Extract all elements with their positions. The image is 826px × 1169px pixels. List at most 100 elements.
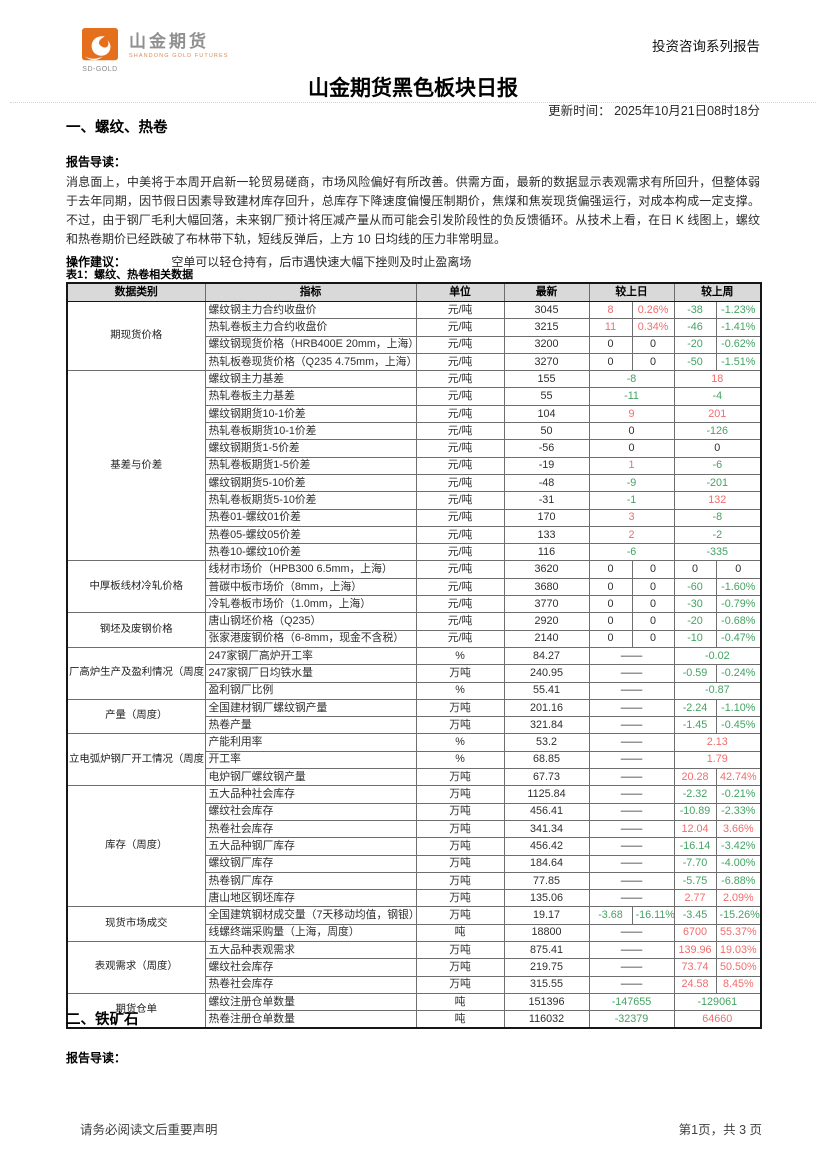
cell-latest: 2920 xyxy=(503,612,590,631)
cell-indicator: 247家钢厂日均铁水量 xyxy=(204,664,417,683)
cell-latest: 19.17 xyxy=(503,906,590,925)
cell-vs-prev-week-value: -0.59 xyxy=(673,664,717,683)
cell-latest: 321.84 xyxy=(503,716,590,735)
cell-category: 厂高炉生产及盈利情况（周度 xyxy=(66,646,206,700)
cell-vs-prev-week-pct: -0.62% xyxy=(715,335,762,354)
table-row: 热卷社会库存 万吨 341.34 —— 12.04 3.66% xyxy=(67,819,762,839)
cell-vs-prev-week-value: -2.32 xyxy=(673,785,717,804)
cell-category: 产量（周度） xyxy=(66,698,206,735)
cell-latest: -31 xyxy=(503,491,590,510)
cell-latest: 55 xyxy=(503,387,590,406)
cell-latest: 3200 xyxy=(503,335,590,354)
cell-vs-prev-week-pct: 2.09% xyxy=(715,889,762,908)
cell-unit: 万吨 xyxy=(415,837,505,856)
cell-vs-prev-week-value: -38 xyxy=(673,300,717,320)
table-row: 期现货价格 螺纹钢主力合约收盘价 元/吨 3045 8 0.26% -38 -1.23% xyxy=(66,300,762,372)
cell-vs-prev-week-value: -1.45 xyxy=(673,716,717,735)
cell-vs-prev-week-value: 2.77 xyxy=(673,889,717,908)
cell-unit: % xyxy=(415,646,505,666)
footer-disclaimer: 请务必阅读文后重要声明 xyxy=(80,1123,218,1137)
cell-vs-prev-day-pct: 0 xyxy=(631,335,675,354)
cell-unit: 元/吨 xyxy=(415,352,505,372)
table-row: 热卷01-螺纹01价差 元/吨 170 3 -8 xyxy=(67,508,762,527)
cell-vs-prev-week-pct: -0.21% xyxy=(715,785,762,804)
cell-unit: 万吨 xyxy=(415,664,505,683)
cell-indicator: 热卷注册仓单数量 xyxy=(204,1010,417,1029)
logo-company-subtitle: SHANDONG GOLD FUTURES xyxy=(129,53,229,59)
cell-vs-prev-week-merged: -0.02 xyxy=(673,646,762,666)
cell-indicator: 螺纹社会库存 xyxy=(204,958,417,977)
cell-unit: 万吨 xyxy=(415,698,505,718)
cell-latest: 116032 xyxy=(503,1010,590,1029)
cell-vs-prev-day-pct: 0 xyxy=(631,595,675,614)
cell-latest: 3770 xyxy=(503,595,590,614)
cell-vs-prev-week-pct: -1.51% xyxy=(715,352,762,372)
cell-latest: -56 xyxy=(503,439,590,458)
cell-indicator: 唐山地区钢坯库存 xyxy=(204,889,417,908)
table-row: 热轧卷板主力基差 元/吨 55 -11 -4 xyxy=(67,387,762,406)
data-table: 数据类别 指标 单位 最新 较上日 较上周 期现货价格 螺纹钢主力合约收盘价 元/吨… xyxy=(66,282,763,1030)
table-row: 螺纹社会库存 万吨 456.41 —— -10.89 -2.33% xyxy=(67,802,762,821)
cell-vs-prev-week-merged: -129061 xyxy=(673,992,762,1012)
cell-unit: 元/吨 xyxy=(415,404,505,424)
cell-latest: 3620 xyxy=(503,560,590,579)
cell-unit: 元/吨 xyxy=(415,456,505,475)
cell-vs-prev-day-merged: —— xyxy=(588,975,675,994)
cell-vs-prev-week-value: -16.14 xyxy=(673,837,717,856)
table-row: 表观需求（周度） 五大品种表观需求 万吨 875.41 —— 139.96 19.03% xyxy=(66,940,762,994)
cell-unit: 万吨 xyxy=(415,871,505,891)
intro-body: 消息面上，中美将于本周开启新一轮贸易磋商，市场风险偏好有所改善。供需方面，最新的… xyxy=(66,175,760,246)
cell-vs-prev-day-value: 0 xyxy=(588,577,633,597)
cell-unit: 元/吨 xyxy=(415,473,505,493)
cell-vs-prev-day-merged: —— xyxy=(588,646,675,666)
cell-unit: 吨 xyxy=(415,992,505,1012)
cell-vs-prev-week-merged: -4 xyxy=(673,387,762,406)
header-category: 数据类别 xyxy=(66,282,206,302)
cell-vs-prev-week-pct: -0.47% xyxy=(715,629,762,648)
cell-unit: 元/吨 xyxy=(415,560,505,579)
cell-vs-prev-week-merged: -6 xyxy=(673,456,762,475)
cell-vs-prev-week-pct: -6.88% xyxy=(715,871,762,891)
cell-unit: 元/吨 xyxy=(415,577,505,597)
table-row: 电炉钢厂螺纹钢产量 万吨 67.73 —— 20.28 42.74% xyxy=(67,768,762,787)
cell-vs-prev-day-pct: 0.34% xyxy=(631,318,675,337)
cell-indicator: 盈利钢厂比例 xyxy=(204,681,417,700)
cell-category: 表观需求（周度） xyxy=(66,940,206,994)
cell-vs-prev-day-merged: —— xyxy=(588,664,675,683)
cell-vs-prev-week-value: 20.28 xyxy=(673,768,717,787)
cell-vs-prev-week-pct: 42.74% xyxy=(715,768,762,787)
cell-latest: 219.75 xyxy=(503,958,590,977)
cell-unit: 元/吨 xyxy=(415,543,505,562)
header-latest: 最新 xyxy=(503,282,590,302)
cell-indicator: 螺纹钢厂库存 xyxy=(204,854,417,873)
cell-vs-prev-week-value: -3.45 xyxy=(673,906,717,925)
cell-latest: 170 xyxy=(503,508,590,527)
cell-indicator: 247家钢厂高炉开工率 xyxy=(204,646,417,666)
cell-unit: 元/吨 xyxy=(415,300,505,320)
cell-unit: 万吨 xyxy=(415,802,505,821)
table-row: 热卷注册仓单数量吨 116032 -32379 64660 xyxy=(67,1010,762,1029)
cell-indicator: 全国建材钢厂螺纹钢产量 xyxy=(204,698,417,718)
cell-vs-prev-week-value: 24.58 xyxy=(673,975,717,994)
cell-vs-prev-week-value: -10 xyxy=(673,629,717,648)
table-row: 热卷社会库存 万吨 315.55 —— 24.58 8.45% xyxy=(67,975,762,994)
cell-indicator: 热轧卷板主力合约收盘价 xyxy=(204,318,417,337)
cell-unit: 元/吨 xyxy=(415,612,505,631)
cell-vs-prev-week-value: 73.74 xyxy=(673,958,717,977)
cell-category: 钢坯及废钢价格 xyxy=(66,612,206,648)
cell-vs-prev-day-merged: 2 xyxy=(588,525,675,545)
cell-latest: 18800 xyxy=(503,923,590,942)
cell-vs-prev-day-merged: —— xyxy=(588,819,675,839)
cell-indicator: 热轧卷板期货5-10价差 xyxy=(204,491,417,510)
cell-indicator: 开工率 xyxy=(204,750,417,770)
table-row: 库存（周度） 五大品种社会库存 万吨 1125.84 —— -2.32 -0.21% xyxy=(66,785,762,908)
cell-vs-prev-week-merged: 2.13 xyxy=(673,733,762,752)
cell-vs-prev-day-merged: -11 xyxy=(588,387,675,406)
cell-indicator: 热卷10-螺纹10价差 xyxy=(204,543,417,562)
data-table-wrap: 数据类别 指标 单位 最新 较上日 较上周 期现货价格 螺纹钢主力合约收盘价 元/吨… xyxy=(66,282,763,1030)
cell-unit: 元/吨 xyxy=(415,508,505,527)
cell-unit: 元/吨 xyxy=(415,387,505,406)
cell-vs-prev-week-pct: 55.37% xyxy=(715,923,762,942)
cell-vs-prev-day-merged: —— xyxy=(588,854,675,873)
cell-vs-prev-week-value: -30 xyxy=(673,595,717,614)
